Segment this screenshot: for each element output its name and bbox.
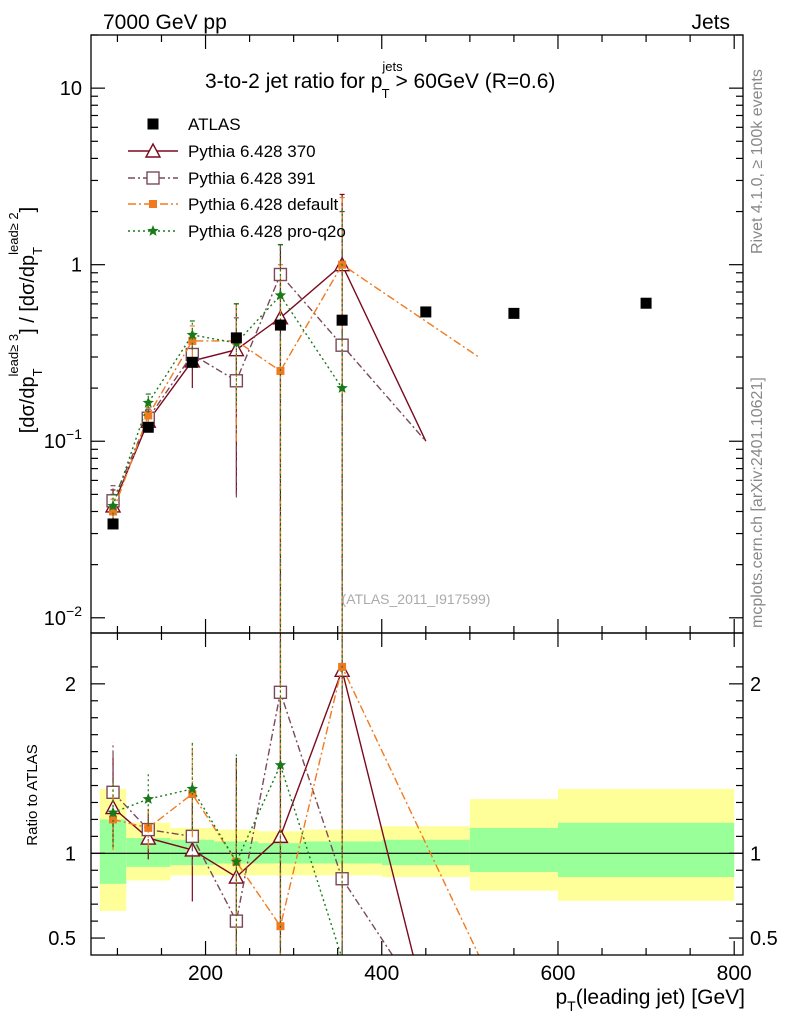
atlas-point — [336, 314, 348, 326]
y-tick-label-base: 10 — [44, 431, 66, 453]
y-tick-label: 10−2 — [44, 603, 82, 630]
ratio-band-green — [557, 822, 735, 878]
ratio-uncertainty-bands — [99, 788, 735, 911]
y-tick-label: 10 — [60, 78, 82, 100]
mcplots-reference-label: mcplots.cern.ch [arXiv:2401.10621] — [749, 377, 766, 628]
chart-title: 3-to-2 jet ratio for pjets T > 60GeV (R=0… — [205, 59, 555, 101]
legend-marker-1 — [146, 171, 160, 185]
x-tick-label: 800 — [717, 962, 752, 985]
series-point-2 — [144, 411, 153, 420]
axis-ticks — [91, 34, 743, 955]
series-point-3 — [336, 382, 348, 393]
x-tick-label: 600 — [540, 962, 575, 985]
ratio-band-green — [381, 839, 470, 866]
series-ratio-point-3 — [142, 793, 154, 804]
legend-label-3: Pythia 6.428 pro-q2o — [188, 222, 346, 241]
series-line-3 — [112, 294, 343, 507]
main-y-axis-label: [dσ/dpTlead≥ 3] / [dσ/dpTlead≥ 2] — [6, 207, 45, 433]
atlas-data-points — [107, 297, 652, 530]
series-point-2 — [188, 336, 197, 345]
series-point-3 — [107, 499, 119, 511]
series-ratio-point-3 — [230, 855, 243, 867]
series-ratio-line-3 — [112, 763, 342, 955]
series-ratio-point-3 — [341, 952, 344, 955]
series-ratio-point-2 — [109, 815, 118, 824]
series-ratio-point-3 — [107, 806, 119, 818]
process-label: Jets — [691, 11, 730, 34]
y-tick-label-base: 10 — [44, 608, 66, 630]
y-tick-label-exponent: −2 — [66, 603, 82, 619]
atlas-point — [640, 297, 652, 309]
collision-energy-label: 7000 GeV pp — [103, 11, 227, 34]
y-tick-label: 1 — [71, 255, 82, 277]
y-tick-label-exponent: −1 — [66, 426, 82, 442]
rivet-version-label: Rivet 4.1.0, ≥ 100k events — [749, 69, 766, 254]
series-point-2 — [109, 507, 118, 516]
atlas-point — [186, 356, 198, 368]
x-tick-label: 200 — [188, 962, 223, 985]
legend-label-0: Pythia 6.428 370 — [188, 142, 316, 161]
ratio-tick-label-left: 0.5 — [48, 928, 76, 950]
legend-marker-3 — [147, 225, 159, 236]
ratio-panel-series — [104, 633, 480, 955]
series-line-2 — [112, 263, 480, 512]
ratio-tick-label-left: 2 — [65, 674, 76, 696]
ratio-band-green — [469, 827, 558, 872]
ratio-tick-label-right: 2 — [750, 674, 761, 696]
series-ratio-point-3 — [274, 759, 287, 770]
main-panel-series — [104, 193, 480, 633]
ratio-tick-label-right: 0.5 — [750, 928, 778, 950]
ratio-panel-frame — [90, 632, 744, 956]
x-tick-label: 400 — [364, 962, 399, 985]
y-tick-label: 10−1 — [44, 426, 82, 453]
legend-label-2: Pythia 6.428 default — [188, 195, 339, 214]
series-point-3 — [186, 328, 198, 340]
x-axis-label: pT(leading jet) [GeV] — [555, 986, 745, 1014]
atlas-point — [508, 307, 520, 319]
atlas-point — [142, 421, 154, 433]
ratio-y-axis-label: Ratio to ATLAS — [24, 744, 41, 845]
atlas-point — [274, 319, 286, 331]
legend-label-1: Pythia 6.428 391 — [188, 169, 316, 188]
ratio-tick-label-right: 1 — [750, 843, 761, 865]
legend-marker-0 — [144, 142, 162, 158]
series-ratio-point-2 — [144, 823, 153, 832]
series-point-3 — [274, 289, 287, 301]
analysis-id-watermark: (ATLAS_2011_I917599) — [342, 591, 491, 607]
legend: ATLAS Pythia 6.428 370 Pythia 6.428 391 Pyt… — [128, 115, 346, 241]
atlas-point — [230, 332, 242, 344]
ratio-tick-label-left: 1 — [65, 843, 76, 865]
atlas-point — [420, 306, 432, 318]
legend-marker-2 — [149, 200, 157, 208]
series-line-1 — [112, 273, 427, 502]
series-point-2 — [276, 366, 285, 375]
series-ratio-point-3 — [186, 782, 198, 794]
series-ratio-line-2 — [112, 664, 480, 955]
series-point-3 — [142, 396, 154, 408]
atlas-point — [107, 518, 119, 530]
legend-label-atlas: ATLAS — [188, 115, 241, 134]
legend-marker-atlas — [147, 118, 159, 130]
